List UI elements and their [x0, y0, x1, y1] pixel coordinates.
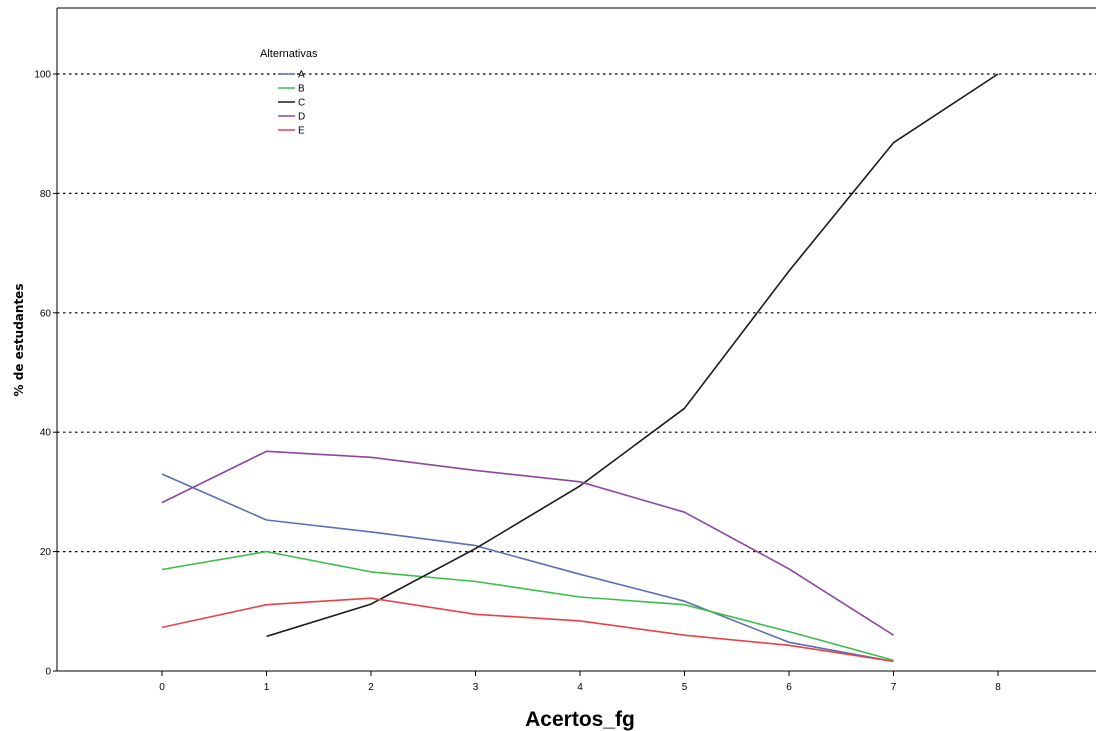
plot-frame — [56, 7, 1096, 672]
y-axis-ticks: 0 20 40 60 80 100 — [34, 70, 57, 678]
series-line-b — [161, 550, 894, 662]
series-lines — [161, 73, 999, 663]
x-tick-label: 7 — [891, 682, 897, 693]
x-tick-label: 8 — [995, 682, 1001, 693]
series-line-d — [161, 450, 894, 636]
series-line-e — [161, 597, 894, 663]
legend-label-b: B — [298, 84, 305, 95]
legend-label-d: D — [298, 112, 305, 123]
x-tick-label: 0 — [159, 682, 165, 693]
gridlines — [57, 73, 1096, 672]
legend-label-c: C — [298, 98, 305, 109]
x-tick-label: 1 — [264, 682, 270, 693]
y-tick-label: 80 — [40, 189, 52, 200]
x-axis-ticks: 0 1 2 3 4 5 6 7 8 — [159, 671, 1001, 693]
x-tick-label: 6 — [786, 682, 792, 693]
y-tick-label: 20 — [40, 547, 52, 558]
y-tick-label: 100 — [34, 70, 51, 81]
y-tick-label: 0 — [45, 667, 51, 678]
y-tick-label: 60 — [40, 308, 52, 319]
y-axis-label: % de estudantes — [12, 284, 26, 397]
series-line-c — [266, 73, 999, 638]
x-axis-label: Acertos_fg — [525, 708, 635, 731]
legend-label-e: E — [298, 126, 305, 137]
legend-title: Alternativas — [260, 48, 318, 60]
y-tick-label: 40 — [40, 428, 52, 439]
x-tick-label: 4 — [577, 682, 583, 693]
x-tick-label: 3 — [473, 682, 479, 693]
legend-label-a: A — [298, 70, 305, 81]
x-tick-label: 2 — [368, 682, 374, 693]
series-line-a — [161, 473, 894, 663]
x-tick-label: 5 — [682, 682, 688, 693]
